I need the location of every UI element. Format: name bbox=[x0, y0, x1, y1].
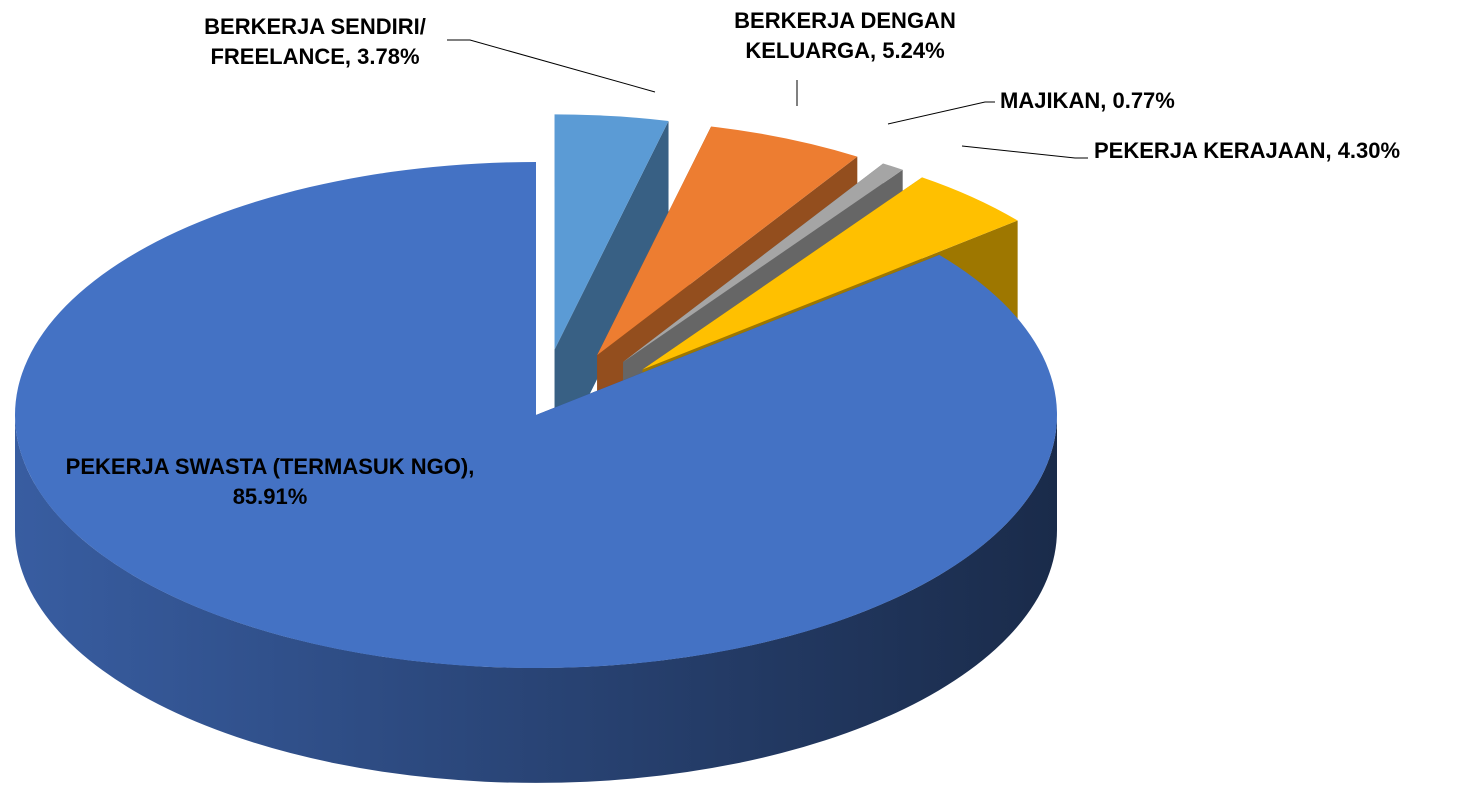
label-separator: , bbox=[1100, 88, 1113, 113]
label-category: BERKERJA DENGAN KELUARGA bbox=[734, 8, 956, 63]
pie-slice bbox=[554, 114, 669, 350]
label-category: PEKERJA KERAJAAN bbox=[1094, 138, 1326, 163]
data-label: BERKERJA DENGAN KELUARGA, 5.24% bbox=[710, 6, 980, 66]
label-category: MAJIKAN bbox=[1000, 88, 1101, 113]
slice-side bbox=[554, 120, 669, 465]
label-value: 85.91% bbox=[232, 484, 308, 509]
leader-line bbox=[447, 39, 656, 93]
label-separator: , bbox=[1325, 138, 1338, 163]
label-separator: , bbox=[870, 38, 883, 63]
pie-slice bbox=[597, 126, 858, 356]
pie-slice bbox=[642, 177, 1018, 370]
label-value: 3.78% bbox=[357, 44, 420, 69]
leader-line bbox=[961, 145, 1088, 159]
label-category: PEKERJA SWASTA (TERMASUK NGO) bbox=[65, 454, 469, 479]
label-value: 4.30% bbox=[1337, 138, 1401, 163]
tops bbox=[15, 114, 1058, 668]
label-separator: , bbox=[344, 44, 358, 69]
label-value: 0.77% bbox=[1112, 88, 1175, 113]
slice-wall bbox=[15, 415, 1057, 783]
leader-line bbox=[887, 101, 995, 125]
data-label: BERKERJA SENDIRI/ FREELANCE, 3.78% bbox=[170, 12, 460, 72]
label-category: BERKERJA SENDIRI/ FREELANCE bbox=[204, 14, 426, 69]
pie-slice bbox=[15, 162, 1058, 668]
data-label: PEKERJA KERAJAAN, 4.30% bbox=[1094, 136, 1400, 166]
data-label: MAJIKAN, 0.77% bbox=[1000, 86, 1175, 116]
pie-slice bbox=[623, 163, 903, 362]
label-separator: , bbox=[468, 454, 475, 479]
data-label: PEKERJA SWASTA (TERMASUK NGO), 85.91% bbox=[60, 452, 480, 512]
label-value: 5.24% bbox=[882, 38, 945, 63]
